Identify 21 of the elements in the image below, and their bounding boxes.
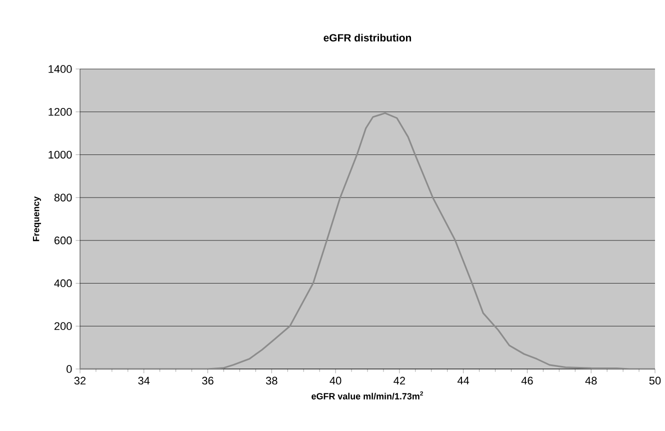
y-axis-title: Frequency xyxy=(32,196,42,242)
x-tick-label: 34 xyxy=(138,376,150,385)
y-tick-label: 1400 xyxy=(48,65,72,73)
y-tick-label: 800 xyxy=(54,194,72,202)
y-tick-label: 200 xyxy=(54,322,72,330)
x-tick-label: 48 xyxy=(585,376,597,385)
y-tick-label: 1000 xyxy=(48,150,72,159)
y-tick-label: 400 xyxy=(54,279,72,288)
x-tick-label: 32 xyxy=(74,376,86,385)
x-tick-label: 50 xyxy=(649,376,661,385)
x-tick-label: 38 xyxy=(266,376,278,385)
x-axis-title: eGFR value ml/min/1.73m$^{2}$ xyxy=(312,391,423,400)
y-tick-label: 600 xyxy=(54,236,72,244)
y-tick-label: 1200 xyxy=(48,108,72,116)
x-tick-label: 42 xyxy=(394,376,405,384)
x-tick-label: 36 xyxy=(202,376,214,385)
x-tick-label: 40 xyxy=(330,376,342,385)
x-tick-label: 44 xyxy=(457,376,470,384)
x-tick-label: 46 xyxy=(521,376,533,385)
chart-title: eGFR distribution xyxy=(324,34,412,42)
y-tick-label: 0 xyxy=(66,365,72,373)
